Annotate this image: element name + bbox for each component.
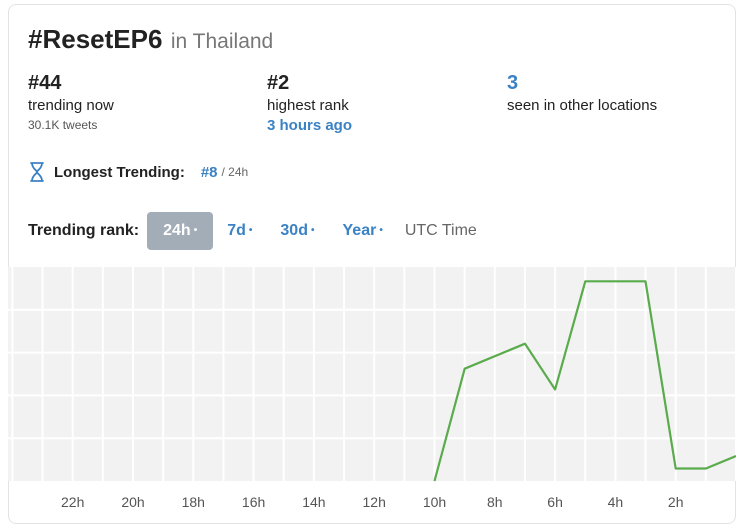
tab-24h-label: 24h [163,222,191,240]
x-tick-label: 22h [61,494,84,510]
x-tick-label: 14h [302,494,325,510]
longest-trending-period: / 24h [221,165,249,179]
hashtag-title: #ResetEP6 [28,24,163,54]
x-tick-label: 16h [242,494,265,510]
utc-time-label: UTC Time [404,222,477,239]
page-title: #ResetEP6 in Thailand [28,24,273,55]
tab-dot: • [379,225,383,236]
longest-trending: Longest Trending: #8 / 24h [30,162,248,182]
tab-30d-label: 30d [280,222,308,240]
x-tick-label: 2h [668,494,684,510]
highest-rank-label: highest rank [267,97,349,114]
other-locations-label: seen in other locations [507,97,658,114]
x-tick-label: 10h [423,494,446,510]
tab-7d-label: 7d [227,222,246,240]
tab-year[interactable]: Year • [329,212,397,250]
tab-dot: • [310,225,315,236]
trending-rank-tabs: Trending rank: 24h • 7d • 30d • Year • UTC T… [28,211,477,251]
highest-rank-time-link[interactable]: 3 hours ago [267,117,353,134]
tab-7d[interactable]: 7d • [213,212,266,250]
longest-trending-label: Longest Trending: [54,163,185,181]
tab-dot: • [248,225,253,236]
trending-rank-chart: 22h 20h 18h 16h 14h 12h 10h 8h 6h 4h 2h [8,267,736,510]
x-tick-label: 6h [547,494,563,510]
highest-rank-value: #2 [267,72,290,94]
hourglass-icon [30,162,44,182]
x-tick-label: 20h [121,494,144,510]
stat-other-locations: 3 seen in other locations [507,70,657,116]
x-tick-label: 12h [363,494,386,510]
tab-year-label: Year [342,222,377,240]
other-locations-count-link[interactable]: 3 [507,72,519,94]
plot-background [8,267,736,481]
stat-trending-now: #44 trending now 30.1K tweets [28,70,114,134]
longest-trending-rank-link[interactable]: #8 [200,163,218,181]
rank-series-line [433,280,736,482]
tweet-count: 30.1K tweets [28,118,98,132]
tab-30d[interactable]: 30d • [266,212,328,250]
x-tick-label: 8h [487,494,503,510]
trending-rank-label: Trending rank: [28,222,140,239]
trending-now-label: trending now [28,97,114,114]
x-tick-label: 4h [608,494,624,510]
tab-dot: • [193,225,198,236]
tab-24h[interactable]: 24h • [147,212,214,250]
stat-highest-rank: #2 highest rank 3 hours ago [267,70,352,136]
location-label: in Thailand [170,30,274,53]
trending-now-rank: #44 [28,72,62,94]
x-tick-label: 18h [182,494,205,510]
